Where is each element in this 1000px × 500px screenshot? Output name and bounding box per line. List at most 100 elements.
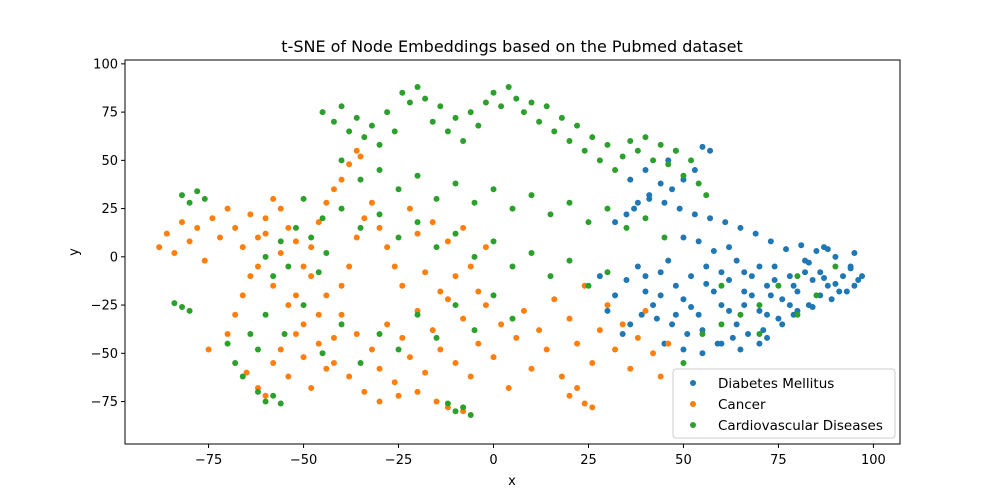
scatter-point	[703, 192, 710, 199]
scatter-point	[254, 263, 261, 270]
scatter-point	[805, 259, 812, 266]
scatter-point	[505, 385, 512, 392]
scatter-point	[612, 292, 619, 299]
scatter-point	[665, 340, 672, 347]
scatter-point	[585, 282, 592, 289]
scatter-point	[779, 296, 786, 303]
scatter-point	[756, 302, 763, 309]
scatter-point	[232, 359, 239, 366]
scatter-point	[764, 334, 771, 341]
scatter-point	[186, 238, 193, 245]
scatter-point	[300, 321, 307, 328]
scatter-point	[315, 340, 322, 347]
scatter-point	[308, 273, 315, 280]
scatter-point	[756, 263, 763, 270]
scatter-point	[718, 340, 725, 347]
scatter-point	[627, 138, 634, 145]
scatter-point	[558, 373, 565, 380]
scatter-point	[513, 334, 520, 341]
x-tick-label: 25	[580, 453, 597, 468]
scatter-point	[346, 263, 353, 270]
scatter-point	[315, 219, 322, 226]
y-tick-label: −75	[91, 395, 118, 410]
scatter-point	[642, 307, 649, 314]
scatter-point	[566, 315, 573, 322]
x-tick-label: 100	[861, 453, 886, 468]
scatter-point	[657, 180, 664, 187]
scatter-point	[308, 244, 315, 251]
scatter-point	[688, 157, 695, 164]
scatter-point	[589, 359, 596, 366]
scatter-point	[684, 331, 691, 338]
scatter-point	[767, 238, 774, 245]
scatter-point	[254, 388, 261, 395]
scatter-point	[224, 205, 231, 212]
scatter-point	[661, 199, 668, 206]
scatter-point	[688, 273, 695, 280]
scatter-point	[452, 114, 459, 121]
scatter-point	[498, 321, 505, 328]
scatter-point	[482, 99, 489, 106]
scatter-point	[691, 166, 698, 173]
scatter-point	[520, 109, 527, 116]
scatter-point	[566, 257, 573, 264]
scatter-point	[232, 311, 239, 318]
scatter-point	[376, 398, 383, 405]
scatter-point	[422, 95, 429, 102]
scatter-point	[859, 273, 866, 280]
scatter-point	[536, 327, 543, 334]
scatter-point	[353, 114, 360, 121]
scatter-point	[399, 89, 406, 96]
scatter-point	[665, 257, 672, 264]
scatter-point	[513, 95, 520, 102]
scatter-point	[315, 311, 322, 318]
scatter-point	[657, 141, 664, 148]
scatter-point	[482, 244, 489, 251]
scatter-point	[680, 234, 687, 241]
scatter-point	[178, 219, 185, 226]
scatter-point	[391, 128, 398, 135]
scatter-point	[205, 346, 212, 353]
scatter-point	[346, 128, 353, 135]
scatter-point	[661, 234, 668, 241]
scatter-point	[604, 141, 611, 148]
scatter-point	[338, 321, 345, 328]
scatter-point	[475, 340, 482, 347]
scatter-point	[406, 354, 413, 361]
scatter-point	[338, 103, 345, 110]
scatter-point	[224, 331, 231, 338]
scatter-point	[186, 307, 193, 314]
scatter-point	[813, 248, 820, 255]
scatter-point	[596, 157, 603, 164]
scatter-point	[790, 282, 797, 289]
scatter-point	[794, 288, 801, 295]
scatter-point	[201, 257, 208, 264]
y-tick-label: 75	[101, 106, 118, 121]
scatter-point	[798, 242, 805, 249]
scatter-point	[737, 311, 744, 318]
scatter-point	[619, 331, 626, 338]
scatter-point	[695, 238, 702, 245]
scatter-point	[824, 246, 831, 253]
scatter-point	[771, 263, 778, 270]
scatter-point	[357, 359, 364, 366]
scatter-point	[460, 138, 467, 145]
scatter-point	[642, 166, 649, 173]
series-0	[596, 143, 866, 357]
scatter-point	[368, 122, 375, 129]
scatter-point	[429, 219, 436, 226]
scatter-point	[406, 205, 413, 212]
scatter-point	[395, 186, 402, 193]
scatter-point	[399, 334, 406, 341]
y-tick-label: −50	[91, 347, 118, 362]
scatter-point	[239, 292, 246, 299]
y-tick-label: 50	[101, 154, 118, 169]
scatter-point	[414, 84, 421, 91]
scatter-point	[437, 346, 444, 353]
scatter-point	[292, 331, 299, 338]
scatter-point	[756, 331, 763, 338]
scatter-point	[357, 224, 364, 231]
scatter-point	[315, 269, 322, 276]
scatter-point	[566, 138, 573, 145]
scatter-point	[361, 215, 368, 222]
